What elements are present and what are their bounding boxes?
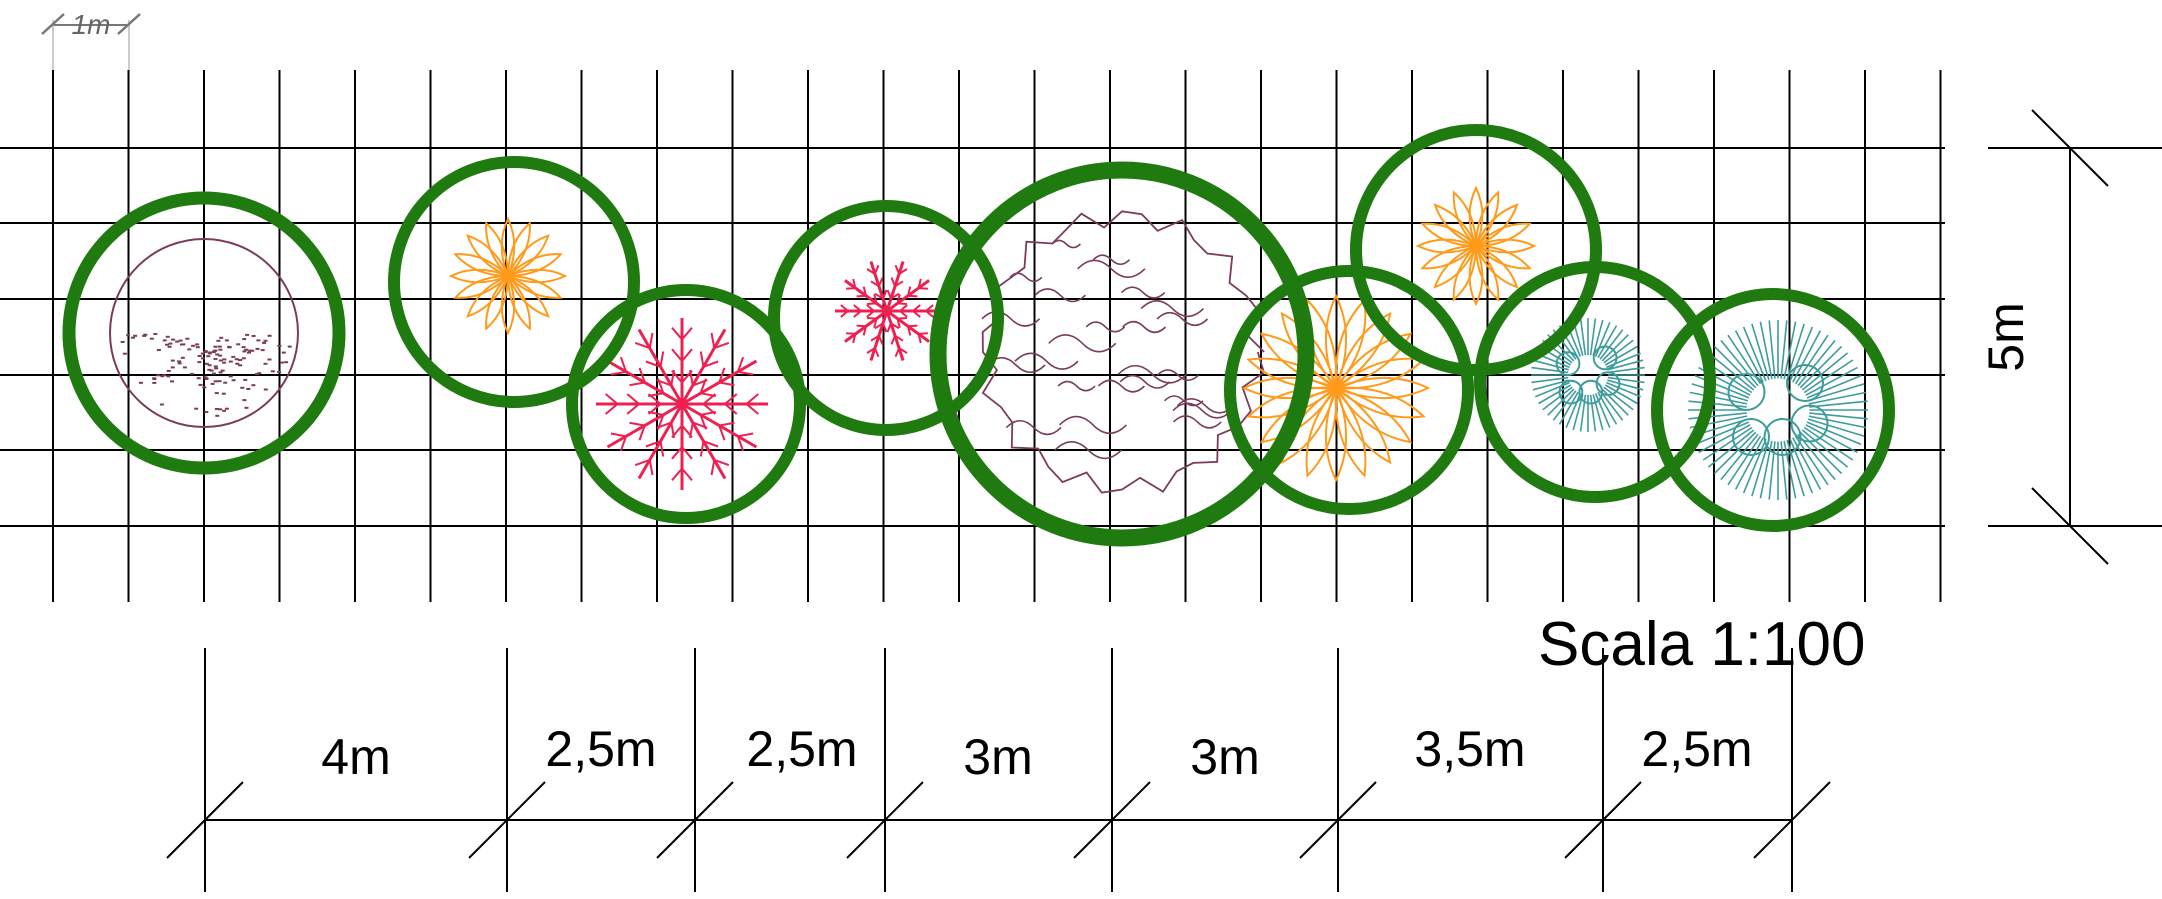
spacing-label-1: 4m — [321, 729, 390, 785]
spacing-slash — [1753, 781, 1831, 859]
spacing-label-6: 3,5m — [1414, 721, 1525, 777]
grid-unit-dimension: 1m — [41, 9, 141, 70]
canopy-circle-1 — [62, 191, 346, 475]
spacing-slash — [846, 781, 924, 859]
canopy-circle-3 — [566, 284, 806, 524]
canopy-circle-5 — [929, 161, 1315, 547]
height-dimension: 5m — [1978, 109, 2162, 565]
plant-9-symbol — [1688, 320, 1868, 500]
canopy-circle-6 — [1224, 265, 1474, 515]
scale-label: Scala 1:100 — [1538, 610, 1865, 679]
canopy-circle-8 — [1474, 261, 1716, 503]
spacing-label-5: 3m — [1190, 729, 1259, 785]
spacing-slash — [468, 781, 546, 859]
plant-7-symbol — [1415, 185, 1537, 307]
plant-3-symbol — [596, 318, 768, 490]
spacing-dimensions: 4m 2,5m 2,5m 3m 3m 3,5m 2,5m — [166, 648, 1831, 892]
plant-4-symbol — [835, 261, 939, 361]
plant-symbols — [109, 185, 1868, 500]
spacing-slash — [1564, 781, 1642, 859]
grid-unit-label: 1m — [72, 9, 111, 40]
plant-5-symbol — [981, 210, 1265, 494]
spacing-slash — [656, 781, 734, 859]
spacing-label-3: 2,5m — [746, 721, 857, 777]
spacing-slash — [166, 781, 244, 859]
canopy-circle-2 — [388, 156, 640, 408]
plant-1-symbol — [109, 238, 299, 428]
spacing-label-4: 3m — [963, 729, 1032, 785]
canopy-circle-9 — [1651, 288, 1895, 532]
spacing-label-2: 2,5m — [545, 721, 656, 777]
spacing-slash — [1073, 781, 1151, 859]
spacing-label-7: 2,5m — [1641, 721, 1752, 777]
plant-2-symbol — [448, 216, 568, 336]
grid-1m — [0, 70, 1945, 602]
spacing-slash — [1299, 781, 1377, 859]
canopy-circles — [62, 124, 1895, 547]
height-label: 5m — [1978, 302, 2034, 371]
canopy-circle-4 — [768, 200, 1004, 436]
